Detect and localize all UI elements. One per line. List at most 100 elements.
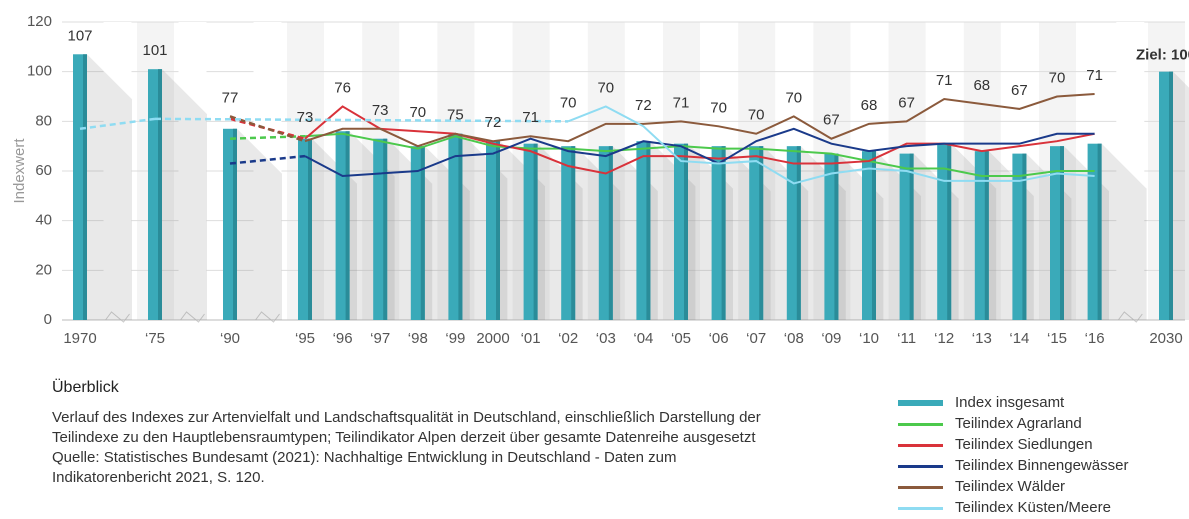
axis-break [103, 22, 132, 326]
bar-edge [646, 141, 651, 320]
legend-label: Teilindex Wälder [955, 478, 1066, 495]
x-tick-label: ‘05 [671, 330, 691, 347]
value-label: 72 [485, 114, 502, 131]
y-tick-label: 120 [27, 13, 52, 30]
bar-edge [233, 128, 237, 320]
value-label: 71 [1086, 67, 1103, 84]
value-label: 77 [222, 89, 239, 106]
x-tick-label: ‘07 [746, 330, 766, 347]
axis-break-mark [105, 311, 130, 323]
series-dashed-link [229, 154, 306, 165]
info-source: Quelle: Statistisches Bundesamt (2021): … [52, 449, 677, 486]
series-line [304, 93, 1095, 148]
value-label: Ziel: 100 [1136, 47, 1189, 64]
x-tick-label: ‘98 [408, 330, 428, 347]
legend-swatch [898, 444, 943, 447]
axis-break-mark [180, 311, 205, 323]
bar-edge [721, 146, 726, 320]
axis-break [178, 22, 207, 326]
x-tick-label: ‘14 [1009, 330, 1029, 347]
series-line [304, 132, 1095, 177]
value-label: 70 [1049, 69, 1066, 86]
y-tick-label: 60 [35, 162, 52, 179]
series-dashed-link [79, 117, 156, 131]
series-dashed-link [229, 115, 306, 143]
y-tick-label: 20 [35, 261, 52, 278]
bar-edge [1169, 71, 1173, 321]
bar-shadow [162, 69, 207, 320]
value-label: 68 [861, 97, 878, 114]
info-description: Verlauf des Indexes zur Artenvielfalt un… [52, 409, 761, 446]
legend-swatch [898, 465, 943, 468]
x-tick-label: ‘06 [709, 330, 729, 347]
value-label: 73 [297, 109, 314, 126]
bar-shadow [1101, 143, 1147, 320]
y-tick-label: 0 [44, 311, 52, 328]
legend-label: Teilindex Agrarland [955, 415, 1082, 432]
legend-swatch [898, 400, 943, 406]
x-tick-label: ‘11 [897, 330, 916, 347]
value-label: 70 [560, 94, 577, 111]
x-tick-label: ‘01 [521, 330, 541, 347]
value-label: 70 [710, 99, 727, 116]
bar-edge [458, 133, 463, 320]
series-line [567, 105, 1095, 185]
series-dashed-link [154, 117, 569, 123]
legend-swatch [898, 507, 943, 510]
x-tick-label: ‘15 [1047, 330, 1067, 347]
chart: Indexwert 0 20 40 60 80 100 120 1970 ‘75 ‘90 ‘95 ‘9… [11, 13, 1189, 347]
bar-edge [1097, 143, 1102, 320]
value-label: 68 [973, 77, 990, 94]
value-label: 71 [522, 109, 539, 126]
bar-edge [571, 146, 576, 320]
value-label: 70 [597, 79, 614, 96]
value-label: 67 [1011, 82, 1028, 99]
legend-swatch [898, 486, 943, 489]
bar-edge [1060, 146, 1064, 320]
value-label: 71 [673, 94, 690, 111]
x-tick-label: ‘12 [934, 330, 954, 347]
legend-label: Teilindex Küsten/Meere [955, 499, 1111, 516]
value-label: 101 [142, 42, 167, 59]
x-tick-label: ‘02 [558, 330, 578, 347]
bar-edge [872, 151, 876, 320]
bar-edge [383, 138, 388, 320]
axis-break [253, 22, 282, 326]
bar-edge [1022, 153, 1027, 320]
bar-edge [947, 143, 952, 320]
legend-label: Teilindex Binnengewässer [955, 457, 1129, 474]
bar-edge [759, 146, 764, 320]
bar-edge [496, 141, 500, 320]
bar-edge [796, 146, 801, 320]
series-line [304, 105, 1095, 175]
x-tick-label: ‘90 [220, 330, 240, 347]
bar-edge [834, 153, 839, 320]
value-label: 76 [334, 79, 351, 96]
y-tick-label: 40 [35, 212, 52, 229]
legend-label: Index insgesamt [955, 394, 1065, 411]
x-tick-label: ‘03 [596, 330, 616, 347]
bar-edge [984, 151, 989, 320]
legend-label: Teilindex Siedlungen [955, 436, 1093, 453]
bar-edge [158, 69, 162, 320]
bar-edge [608, 146, 613, 320]
x-tick-label: ‘75 [145, 330, 165, 347]
bar-edge [533, 143, 538, 320]
bar-edge [684, 143, 688, 320]
y-axis-label: Indexwert [11, 138, 28, 204]
value-label: 67 [898, 94, 915, 111]
x-tick-label: ‘96 [333, 330, 353, 347]
x-tick-label: ‘16 [1085, 330, 1105, 347]
bar-edge [83, 54, 87, 321]
value-label: 70 [785, 89, 802, 106]
x-tick-label: ‘13 [972, 330, 992, 347]
axis-break-mark [255, 311, 280, 323]
x-tick-label: 2000 [476, 330, 509, 347]
bar-shadow [1173, 71, 1189, 320]
x-tick-label: ‘99 [445, 330, 465, 347]
bar-shadow [237, 128, 282, 320]
bar-edge [308, 138, 312, 320]
value-label: 71 [936, 72, 953, 89]
x-tick-label: ‘97 [370, 330, 390, 347]
bar-edge [909, 153, 914, 320]
